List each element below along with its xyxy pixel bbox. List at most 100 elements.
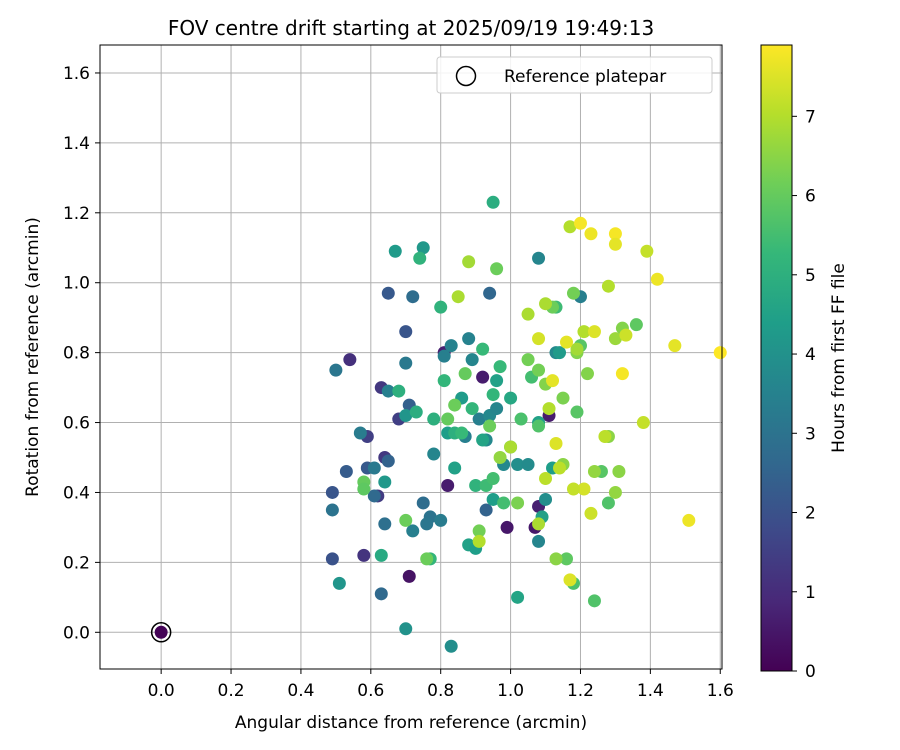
data-point <box>406 290 420 304</box>
x-axis-label: Angular distance from reference (arcmin) <box>235 713 587 733</box>
y-tick-label: 0.0 <box>63 623 90 643</box>
data-point <box>381 286 395 300</box>
colorbar: 0 1 2 3 4 5 6 7 Hours from first FF file <box>760 44 849 682</box>
data-point <box>367 461 381 475</box>
data-point <box>553 461 567 475</box>
data-point <box>476 342 490 356</box>
data-point <box>636 416 650 430</box>
data-point <box>458 367 472 381</box>
colorbar-ticks: 0 1 2 3 4 5 6 7 <box>792 107 816 682</box>
data-point <box>587 464 601 478</box>
data-point <box>570 405 584 419</box>
data-point <box>497 496 511 510</box>
x-tick-label: 0.4 <box>287 681 314 701</box>
data-point <box>434 300 448 314</box>
data-point <box>668 339 682 353</box>
data-point <box>476 433 490 447</box>
data-point <box>500 520 514 534</box>
data-point <box>437 374 451 388</box>
y-tick-label: 0.4 <box>63 483 90 503</box>
data-point <box>444 339 458 353</box>
data-point <box>542 402 556 416</box>
data-point <box>608 332 622 346</box>
data-point <box>413 251 427 265</box>
data-point <box>584 227 598 241</box>
data-point <box>608 485 622 499</box>
data-point <box>601 496 615 510</box>
data-point <box>650 272 664 286</box>
data-point <box>587 594 601 608</box>
data-point <box>339 464 353 478</box>
y-tick-label: 1.4 <box>63 134 90 154</box>
data-point <box>378 475 392 489</box>
grid-lines <box>100 45 722 669</box>
data-point <box>577 325 591 339</box>
data-point <box>374 548 388 562</box>
data-point <box>329 363 343 377</box>
data-point <box>325 503 339 517</box>
data-point <box>434 513 448 527</box>
data-point <box>577 482 591 496</box>
data-point <box>619 328 633 342</box>
colorbar-tick-label: 5 <box>805 266 816 286</box>
colorbar-tick-label: 7 <box>805 107 816 127</box>
data-point <box>532 332 546 346</box>
data-point <box>483 419 497 433</box>
data-point <box>154 625 168 639</box>
data-point <box>399 356 413 370</box>
data-point <box>629 318 643 332</box>
data-point <box>549 552 563 566</box>
data-point <box>462 255 476 269</box>
data-point <box>608 227 622 241</box>
data-point <box>493 360 507 374</box>
data-point <box>521 307 535 321</box>
data-point <box>437 349 451 363</box>
data-point <box>573 216 587 230</box>
data-point <box>374 587 388 601</box>
data-point <box>490 402 504 416</box>
data-point <box>388 244 402 258</box>
data-point <box>381 384 395 398</box>
data-point <box>539 471 553 485</box>
data-point <box>325 485 339 499</box>
data-point <box>332 576 346 590</box>
data-point <box>476 370 490 384</box>
data-point <box>521 353 535 367</box>
data-point <box>504 391 518 405</box>
data-point <box>465 402 479 416</box>
data-point <box>532 517 546 531</box>
legend: Reference platepar <box>436 56 713 94</box>
data-point <box>608 237 622 251</box>
data-point <box>566 286 580 300</box>
data-point <box>462 332 476 346</box>
data-point <box>325 552 339 566</box>
data-point <box>532 363 546 377</box>
data-point <box>441 412 455 426</box>
data-point <box>532 534 546 548</box>
x-tick-label: 1.0 <box>497 681 524 701</box>
data-point <box>511 496 525 510</box>
colorbar-tick-label: 0 <box>805 662 816 682</box>
data-point <box>378 517 392 531</box>
legend-box <box>436 56 713 94</box>
y-tick-label: 0.6 <box>63 414 90 434</box>
data-point <box>563 573 577 587</box>
data-point <box>493 451 507 465</box>
data-point <box>416 241 430 255</box>
data-point <box>612 464 626 478</box>
data-point <box>563 220 577 234</box>
data-point <box>521 457 535 471</box>
chart-title: FOV centre drift starting at 2025/09/19 … <box>168 16 654 40</box>
y-tick-label: 1.2 <box>63 204 90 224</box>
data-point <box>465 353 479 367</box>
data-point <box>486 471 500 485</box>
data-point <box>580 367 594 381</box>
data-point <box>367 489 381 503</box>
data-point <box>539 492 553 506</box>
data-point <box>469 478 483 492</box>
legend-entry-label: Reference platepar <box>504 67 666 87</box>
x-tick-label: 0.8 <box>427 681 454 701</box>
data-point <box>504 440 518 454</box>
reference-platepar-marker <box>150 622 172 643</box>
data-point <box>343 353 357 367</box>
